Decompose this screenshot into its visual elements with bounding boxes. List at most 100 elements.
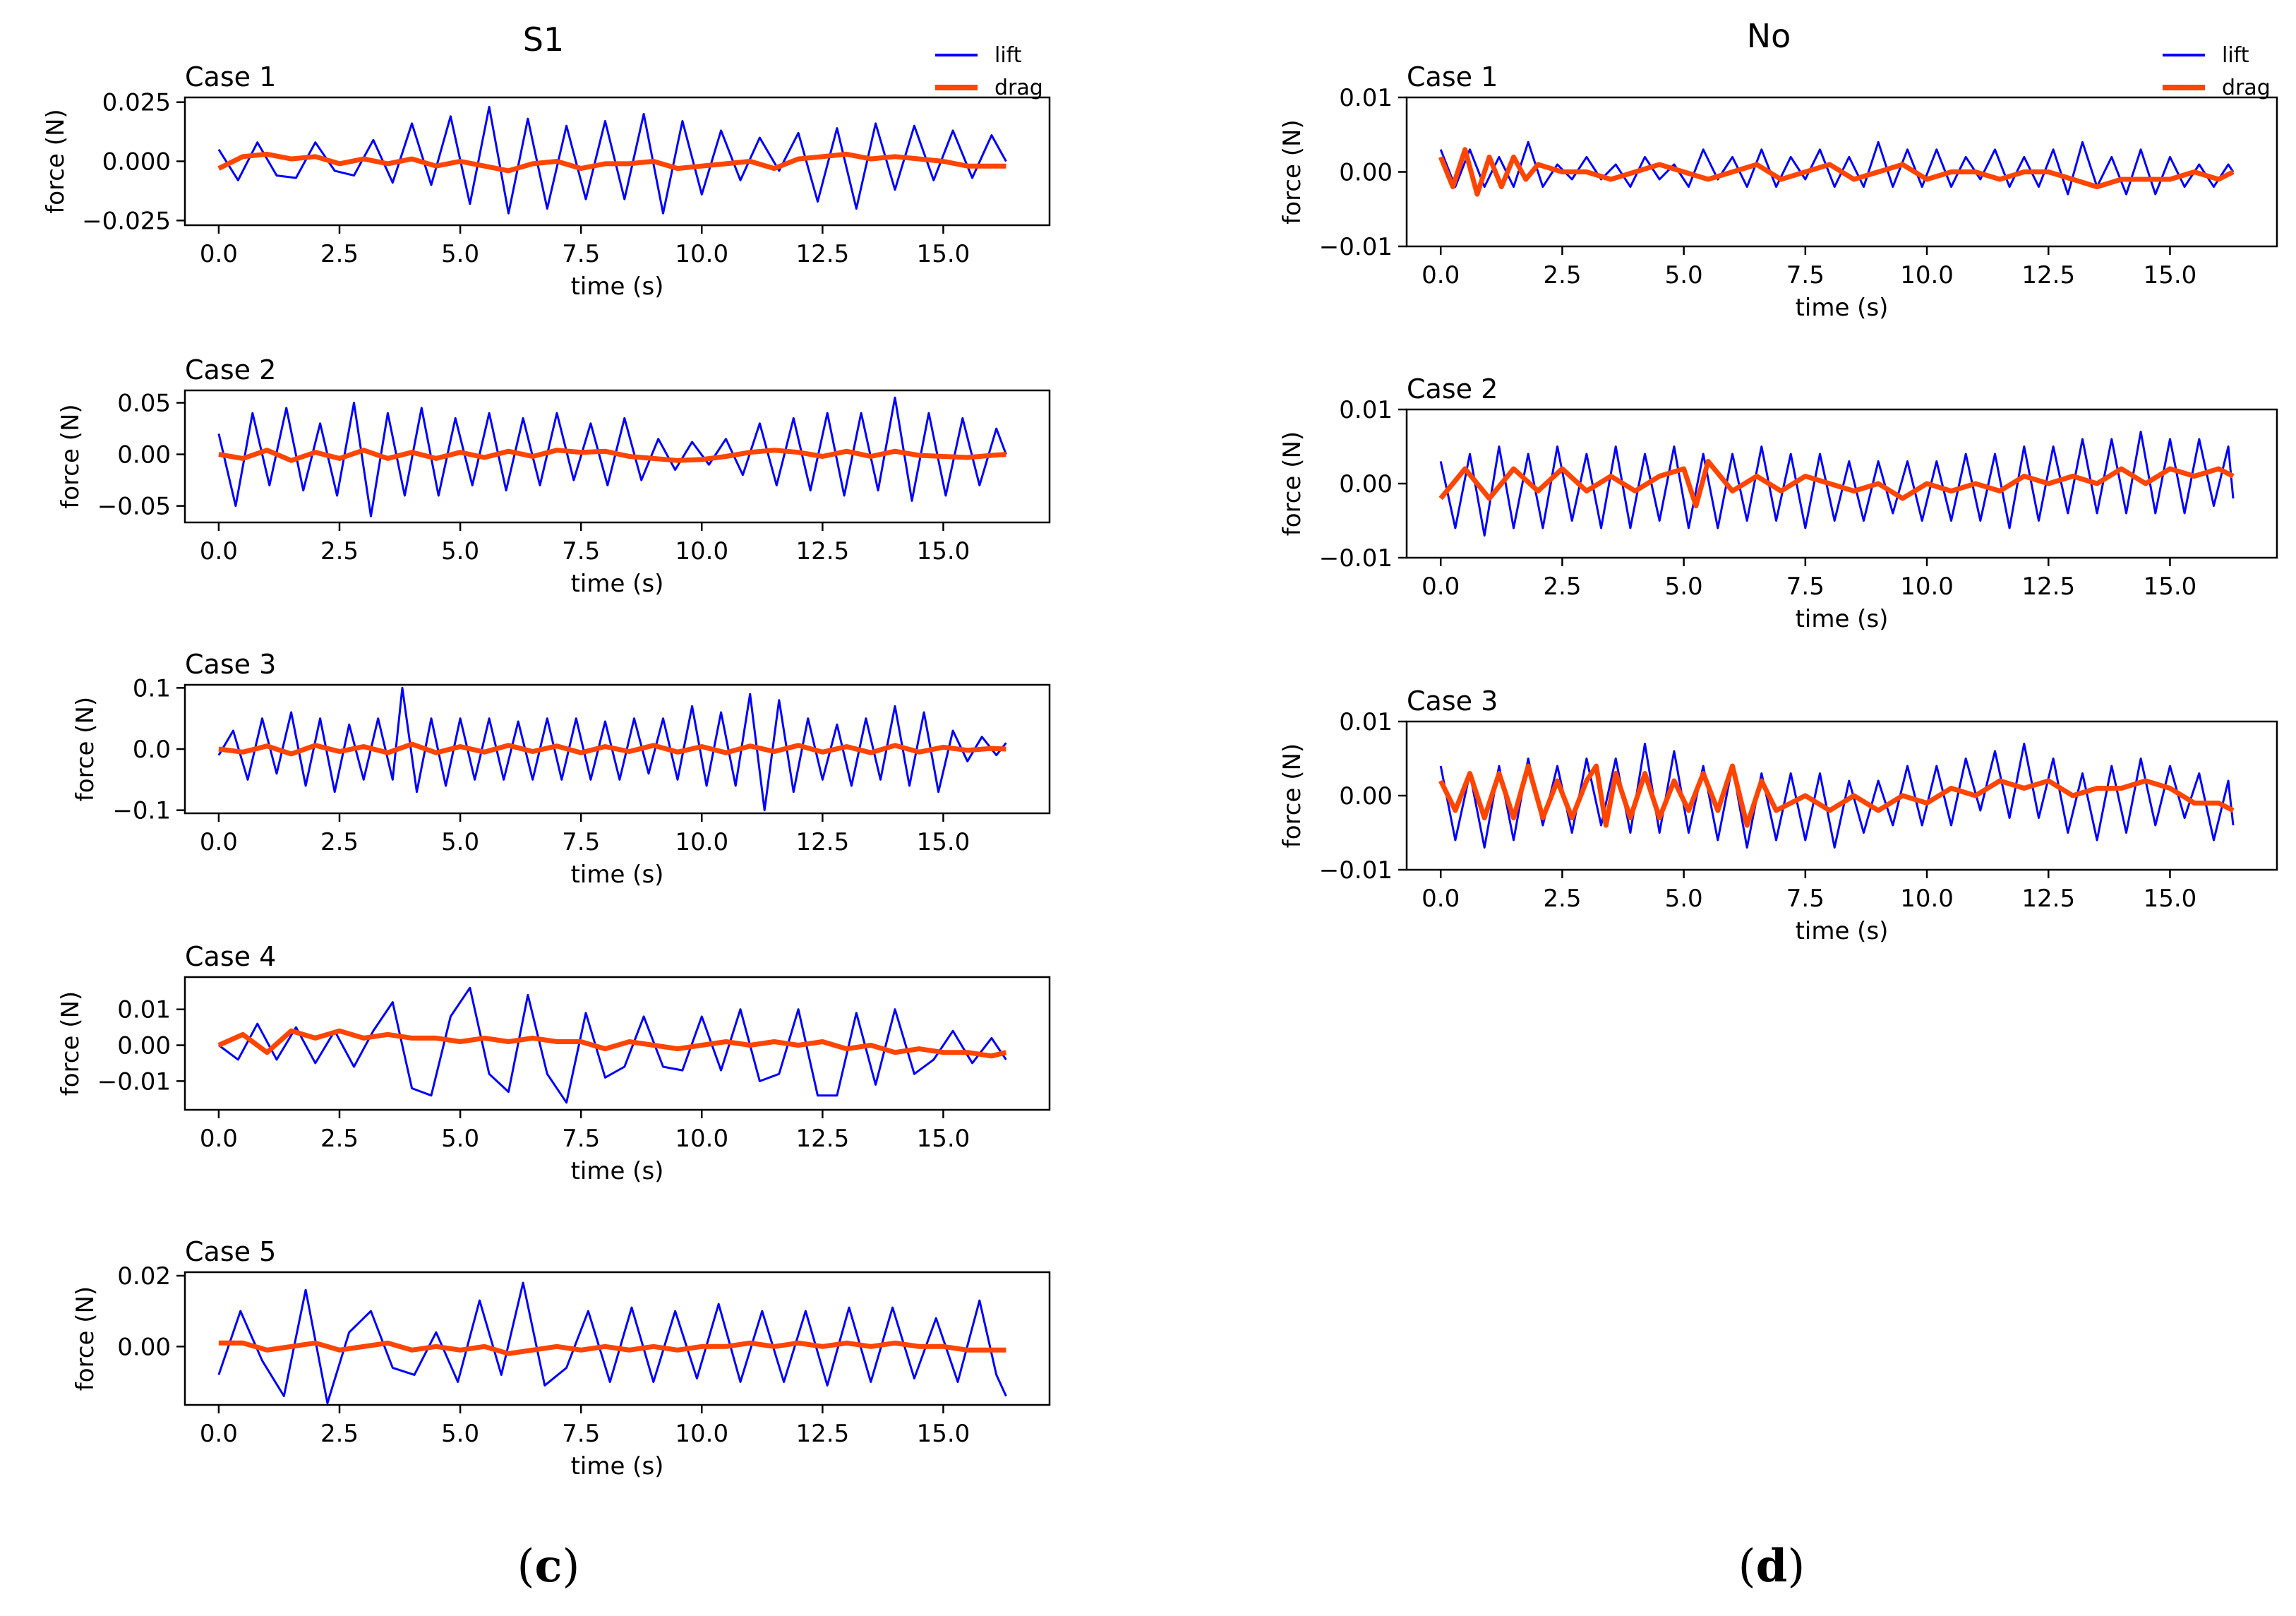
series-lift-line — [217, 105, 1007, 215]
plot-area — [217, 105, 1007, 215]
y-tick-label: 0.00 — [1339, 470, 1393, 498]
panel-label-d: (d) — [1738, 1540, 1805, 1593]
y-axis-label: force (N) — [56, 404, 85, 508]
x-tick-label: 12.5 — [796, 240, 850, 268]
x-tick-label: 12.5 — [2021, 261, 2075, 289]
x-tick-label: 15.0 — [917, 240, 970, 268]
axes-frame — [184, 1271, 1051, 1406]
y-axis-label: force (N) — [1278, 119, 1306, 224]
y-tick-label: 0.1 — [133, 674, 171, 702]
subplot-s1-case-3: Case 3 0.0 2.5 5.0 7.5 10.0 12.5 15.0 0.1 0.0 −0.1… — [71, 649, 1051, 889]
y-tick-label: −0.025 — [82, 207, 171, 235]
x-axis-label: time (s) — [571, 570, 664, 598]
subplot-title: Case 2 — [185, 354, 276, 385]
y-axis-label: force (N) — [1278, 431, 1306, 536]
x-tick-label: 12.5 — [796, 1420, 850, 1448]
x-tick-label: 10.0 — [675, 1420, 728, 1448]
subplot-s1-case-5: Case 5 0.0 2.5 5.0 7.5 10.0 12.5 15.0 0.02 0.00 ti… — [71, 1236, 1051, 1480]
plot-area — [217, 986, 1007, 1104]
y-tick-label: −0.01 — [1319, 233, 1393, 261]
x-tick-label: 7.5 — [562, 1420, 600, 1448]
axes-frame — [184, 976, 1051, 1111]
subplot-no-case-1: Case 1 0.0 2.5 5.0 7.5 10.0 12.5 15.0 0.01 0.00 −0… — [1278, 43, 2278, 322]
series-drag-line — [218, 1340, 1006, 1356]
series-lift-line — [1439, 431, 2235, 537]
y-tick-label: 0.025 — [102, 89, 171, 117]
y-tick-label: 0.02 — [117, 1262, 171, 1291]
x-axis-label: time (s) — [1796, 294, 1889, 322]
x-axis-label: time (s) — [571, 1452, 664, 1480]
x-tick-label: 7.5 — [1786, 573, 1825, 601]
x-tick-label: 12.5 — [2021, 573, 2075, 601]
x-tick-label: 0.0 — [200, 1420, 238, 1448]
y-axis-label: force (N) — [1278, 743, 1306, 848]
x-tick-label: 10.0 — [675, 537, 728, 565]
subplot-s1-case-1: Case 1 0.0 2.5 5.0 7.5 10.0 12.5 15.0 0.025 0.000… — [42, 43, 1051, 301]
x-axis-label: time (s) — [571, 273, 664, 301]
x-tick-label: 12.5 — [796, 828, 850, 856]
y-axis-label: force (N) — [71, 1286, 100, 1391]
x-tick-label: 10.0 — [675, 240, 728, 268]
legend-drag-label: drag — [2222, 76, 2271, 100]
series-drag-line — [217, 1028, 1007, 1059]
plot-area — [1438, 140, 2235, 197]
x-tick-label: 7.5 — [562, 240, 600, 268]
plot-area — [1438, 743, 2235, 849]
y-tick-label: 0.00 — [1339, 782, 1393, 810]
series-drag-line — [1438, 459, 2235, 508]
x-tick-label: 2.5 — [1543, 885, 1581, 913]
x-tick-label: 7.5 — [1786, 261, 1825, 289]
x-tick-label: 5.0 — [1665, 261, 1703, 289]
x-tick-label: 7.5 — [562, 537, 600, 565]
series-drag-line — [218, 448, 1006, 463]
y-tick-label: 0.01 — [1339, 708, 1393, 736]
legend-drag-label: drag — [994, 76, 1043, 100]
x-tick-label: 2.5 — [320, 537, 359, 565]
y-tick-label: 0.00 — [117, 1032, 171, 1060]
x-tick-label: 2.5 — [320, 1125, 359, 1153]
subplot-title: Case 1 — [185, 61, 276, 92]
x-tick-label: 0.0 — [200, 537, 238, 565]
y-tick-label: −0.1 — [112, 797, 171, 825]
legend: lift drag — [2163, 43, 2271, 100]
x-tick-label: 15.0 — [917, 1125, 970, 1153]
subplot-no-case-2: Case 2 0.0 2.5 5.0 7.5 10.0 12.5 15.0 0.01 0.00 −0… — [1278, 373, 2278, 633]
x-tick-label: 0.0 — [1422, 573, 1460, 601]
x-tick-label: 2.5 — [1543, 261, 1581, 289]
subplot-s1-case-4: Case 4 0.0 2.5 5.0 7.5 10.0 12.5 15.0 0.01 0.00 −0… — [56, 941, 1051, 1185]
plot-area — [217, 686, 1007, 812]
x-tick-label: 0.0 — [200, 828, 238, 856]
x-tick-label: 10.0 — [1900, 885, 1954, 913]
panel-label-c: (c) — [517, 1540, 580, 1593]
subplot-title: Case 3 — [185, 649, 276, 680]
x-tick-label: 10.0 — [675, 828, 728, 856]
x-tick-label: 15.0 — [2144, 885, 2197, 913]
subplot-title: Case 4 — [185, 941, 276, 972]
subplot-title: Case 2 — [1407, 373, 1498, 405]
x-tick-label: 7.5 — [562, 1125, 600, 1153]
y-tick-label: 0.05 — [117, 390, 171, 418]
x-tick-label: 0.0 — [1422, 261, 1460, 289]
x-tick-label: 5.0 — [441, 240, 479, 268]
column-title-no: No — [1747, 17, 1791, 55]
series-lift-line — [1439, 743, 2235, 849]
x-tick-label: 7.5 — [1786, 885, 1825, 913]
plot-area — [217, 396, 1007, 517]
y-tick-label: 0.00 — [1339, 159, 1393, 187]
x-tick-label: 5.0 — [441, 537, 479, 565]
x-tick-label: 5.0 — [441, 1125, 479, 1153]
x-tick-label: 12.5 — [796, 1125, 850, 1153]
y-tick-label: 0.0 — [133, 736, 171, 764]
y-axis-label: force (N) — [42, 109, 70, 213]
x-axis-label: time (s) — [571, 861, 664, 889]
series-drag-line — [218, 741, 1006, 757]
x-tick-label: 2.5 — [320, 1420, 359, 1448]
x-tick-label: 2.5 — [320, 828, 359, 856]
y-tick-label: 0.01 — [117, 996, 171, 1024]
y-tick-label: 0.00 — [117, 441, 171, 469]
subplot-s1-case-2: Case 2 0.0 2.5 5.0 7.5 10.0 12.5 15.0 0.05 0.00 −0… — [56, 354, 1051, 598]
x-tick-label: 0.0 — [1422, 885, 1460, 913]
x-tick-label: 10.0 — [675, 1125, 728, 1153]
x-tick-label: 15.0 — [917, 537, 970, 565]
